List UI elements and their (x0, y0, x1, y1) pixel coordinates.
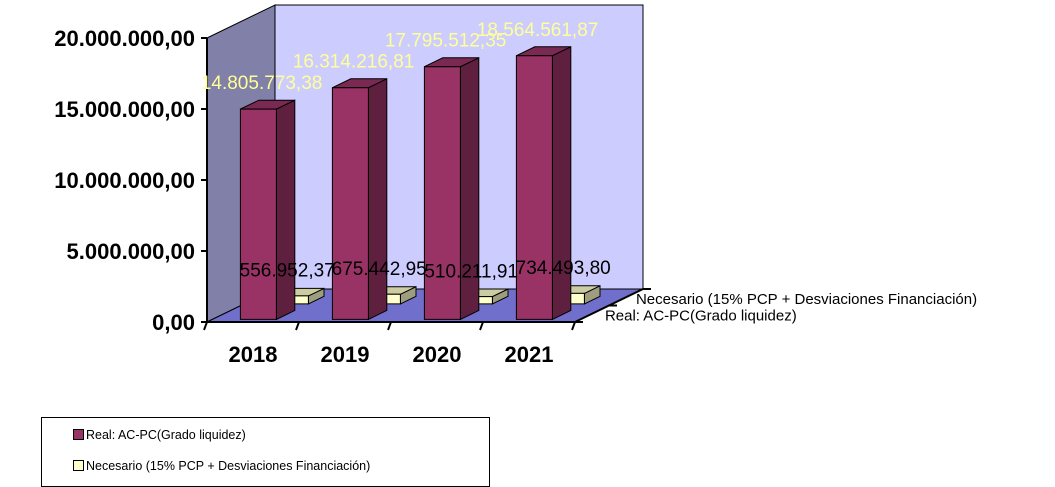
bar-real-2018 (240, 100, 294, 319)
bar-real-2019-front (332, 88, 368, 320)
data-label-necesario: 675.442,95 (332, 259, 427, 280)
x-tick-mark (296, 322, 299, 330)
data-label-necesario: 734.493,80 (516, 258, 611, 279)
x-tick-mark (572, 322, 575, 330)
bar-real-2019 (332, 79, 386, 320)
bar-real-2018-front (240, 109, 276, 319)
legend-swatch-necesario (73, 460, 84, 471)
legend: Real: AC-PC(Grado liquidez) Necesario (1… (41, 417, 490, 487)
x-tick-label: 2021 (505, 342, 554, 367)
bar-real-2021-front (516, 56, 552, 320)
data-label-real: 18.564.561,87 (477, 20, 599, 41)
y-tick-label: 20.000.000,00 (54, 26, 195, 51)
y-tick-label: 10.000.000,00 (54, 168, 195, 193)
legend-label-necesario: Necesario (15% PCP + Desviaciones Financ… (86, 459, 370, 473)
legend-item-necesario: Necesario (15% PCP + Desviaciones Financ… (73, 459, 370, 473)
legend-swatch-real (73, 429, 84, 440)
y-tick-label: 5.000.000,00 (67, 239, 195, 264)
legend-item-real: Real: AC-PC(Grado liquidez) (73, 428, 246, 442)
y-tick-label: 0,00 (152, 310, 195, 335)
data-label-real: 14.805.773,38 (201, 73, 323, 94)
x-tick-label: 2018 (229, 342, 278, 367)
depth-axis: Real: AC-PC(Grado liquidez)Necesario (15… (575, 289, 977, 325)
legend-label-real: Real: AC-PC(Grado liquidez) (86, 428, 246, 442)
y-tick-label: 15.000.000,00 (54, 97, 195, 122)
x-tick-mark (388, 322, 391, 330)
y-axis: 0,00 5.000.000,00 10.000.000,00 15.000.000,… (54, 26, 207, 335)
x-tick-mark (204, 322, 207, 330)
data-label-necesario: 556.952,37 (240, 261, 335, 282)
data-label-real: 16.314.216,81 (293, 52, 415, 73)
depth-label-real: Real: AC-PC(Grado liquidez) (605, 308, 797, 325)
x-tick-label: 2019 (321, 342, 370, 367)
data-label-necesario: 510.211,91 (424, 261, 518, 282)
depth-label-necesario: Necesario (15% PCP + Desviaciones Financ… (636, 291, 977, 308)
bar-real-2019-side (368, 79, 386, 320)
bar-real-2018-side (276, 100, 294, 319)
x-tick-label: 2020 (413, 342, 462, 367)
x-tick-mark (480, 322, 483, 330)
x-axis: 2018 2019 2020 2021 (204, 322, 575, 367)
